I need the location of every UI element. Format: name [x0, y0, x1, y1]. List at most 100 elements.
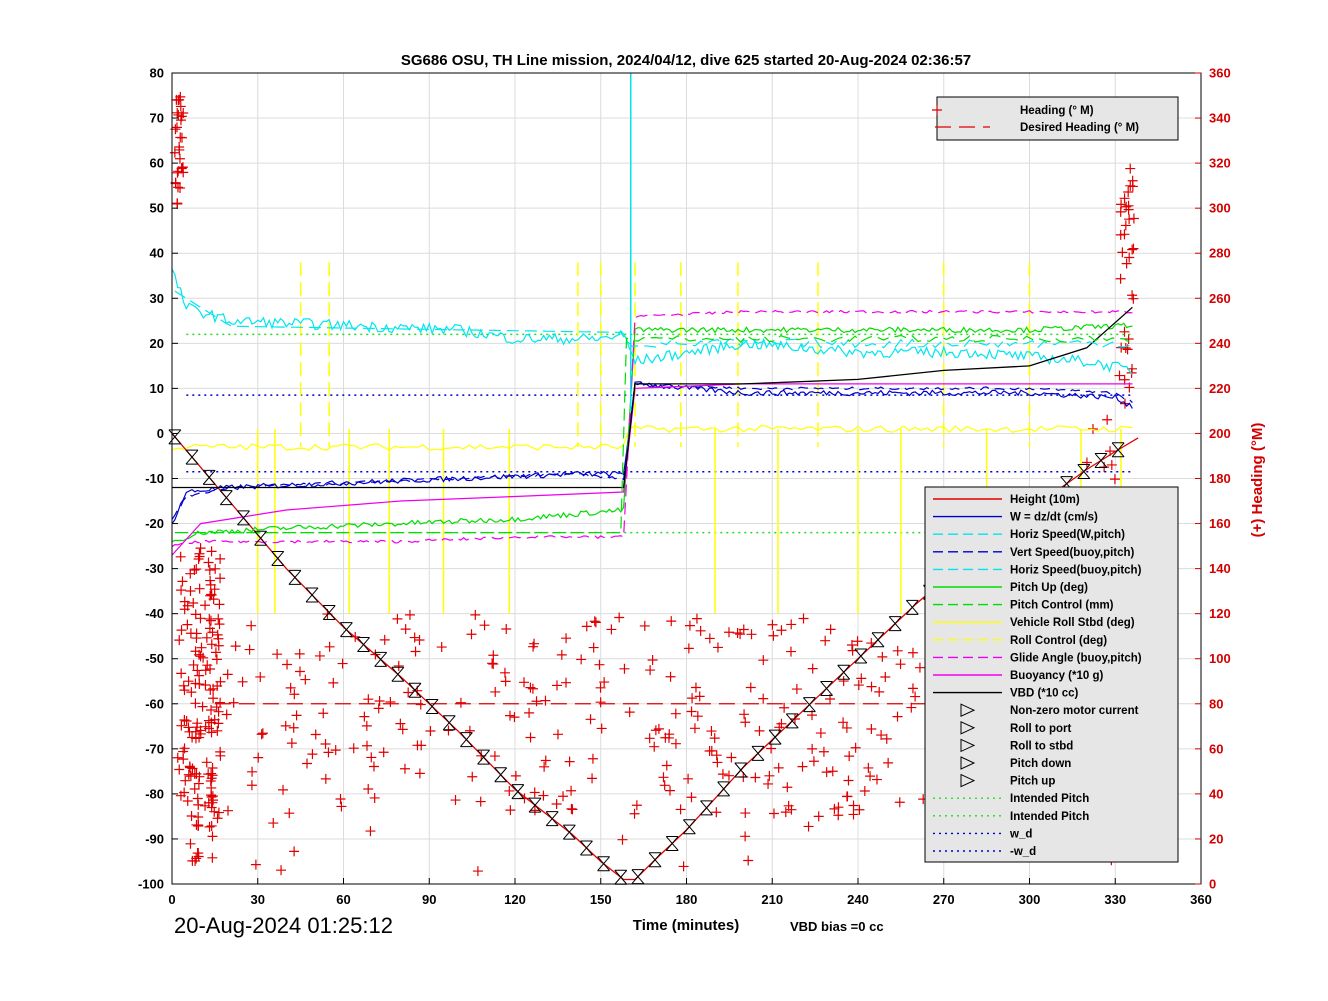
- heading-point: [172, 198, 183, 209]
- heading-point: [758, 693, 769, 704]
- right-ticks: 3603403203002802602402202001801601401201…: [1195, 66, 1231, 892]
- heading-point: [880, 672, 891, 683]
- y-tick-label: -90: [145, 831, 164, 846]
- right-tick-label: 340: [1209, 111, 1231, 126]
- pitch-marker: [288, 569, 302, 585]
- pitch-marker: [751, 745, 765, 761]
- legend-label: Glide Angle (buoy,pitch): [1010, 652, 1142, 664]
- heading-point: [690, 682, 701, 693]
- heading-point: [538, 790, 549, 801]
- heading-point: [773, 762, 784, 773]
- heading-point: [206, 791, 217, 802]
- heading-point: [278, 784, 289, 795]
- pitch-marker: [391, 666, 405, 682]
- heading-point: [740, 717, 751, 728]
- pitch-marker: [734, 762, 748, 778]
- heading-point: [504, 710, 515, 721]
- legend-label: Roll to port: [1010, 723, 1071, 735]
- heading-point: [204, 613, 215, 624]
- legend-label: Pitch Up (deg): [1010, 582, 1088, 594]
- heading-point: [1109, 474, 1120, 485]
- series-line: [171, 309, 1133, 548]
- heading-point: [846, 639, 857, 650]
- heading-point: [649, 741, 660, 752]
- heading-point: [813, 811, 824, 822]
- heading-point: [307, 749, 318, 760]
- heading-point: [587, 753, 598, 764]
- y-tick-label: 40: [150, 246, 164, 261]
- heading-point: [228, 697, 239, 708]
- right-tick-label: 200: [1209, 426, 1231, 441]
- heading-point: [595, 682, 606, 693]
- heading-point: [183, 676, 194, 687]
- heading-point: [205, 776, 216, 787]
- heading-point: [182, 796, 193, 806]
- heading-point: [209, 584, 220, 595]
- heading-point: [850, 742, 861, 753]
- series-line: [171, 268, 1133, 375]
- heading-point: [190, 609, 201, 620]
- heading-point: [683, 773, 694, 784]
- heading-point: [739, 709, 750, 720]
- heading-point: [852, 636, 863, 647]
- heading-point: [907, 683, 918, 694]
- heading-point: [774, 722, 785, 733]
- heading-point: [328, 677, 339, 688]
- heading-point: [185, 586, 196, 597]
- heading-point: [414, 768, 425, 779]
- heading-point: [200, 665, 211, 676]
- heading-point: [206, 802, 217, 813]
- x-tick-label: 90: [422, 892, 436, 907]
- heading-point: [877, 651, 888, 662]
- pitch-marker: [374, 651, 388, 667]
- right-tick-label: 20: [1209, 831, 1223, 846]
- y-tick-label: -50: [145, 651, 164, 666]
- heading-point: [666, 616, 677, 627]
- heading-point: [829, 803, 840, 814]
- heading-point: [488, 659, 499, 670]
- heading-point: [209, 806, 220, 817]
- heading-point: [540, 755, 551, 766]
- x-tick-label: 210: [761, 892, 783, 907]
- pitch-marker: [408, 682, 422, 698]
- heading-point: [717, 769, 728, 780]
- heading-point: [588, 642, 599, 653]
- legend: Height (10m) W = dz/dt (cm/s) Horiz Speed(…: [924, 486, 1179, 863]
- heading-point: [1115, 273, 1126, 284]
- y-tick-label: 20: [150, 336, 164, 351]
- heading-point: [624, 707, 635, 718]
- heading-point: [723, 770, 734, 781]
- heading-point: [841, 791, 852, 802]
- heading-point: [181, 715, 192, 726]
- heading-point: [183, 769, 194, 780]
- x-tick-label: 240: [847, 892, 869, 907]
- heading-point: [1106, 459, 1117, 470]
- timestamp: 20-Aug-2024 01:25:12: [174, 913, 393, 938]
- right-tick-label: 0: [1209, 877, 1216, 892]
- heading-point: [276, 865, 287, 876]
- heading-point: [213, 807, 224, 818]
- heading-point: [194, 583, 205, 594]
- heading-point: [200, 800, 211, 811]
- heading-point: [179, 743, 190, 754]
- heading-point: [194, 649, 205, 660]
- heading-point: [175, 183, 186, 194]
- y-tick-label: 80: [150, 66, 164, 81]
- heading-point: [894, 797, 905, 808]
- heading-point: [379, 634, 390, 645]
- heading-point: [519, 677, 530, 688]
- heading-point: [246, 620, 257, 631]
- heading-legend: Heading (° M) Desired Heading (° M): [932, 96, 1179, 141]
- heading-point: [551, 680, 562, 691]
- heading-point: [179, 604, 190, 615]
- y-tick-label: 70: [150, 111, 164, 126]
- heading-point: [663, 732, 674, 743]
- heading-point: [566, 785, 577, 796]
- heading-point: [272, 649, 283, 660]
- heading-point: [692, 711, 703, 722]
- heading-point: [176, 625, 187, 636]
- heading-point: [282, 659, 293, 670]
- legend-label: w_d: [1009, 828, 1032, 840]
- right-tick-label: 100: [1209, 651, 1231, 666]
- right-tick-label: 140: [1209, 561, 1231, 576]
